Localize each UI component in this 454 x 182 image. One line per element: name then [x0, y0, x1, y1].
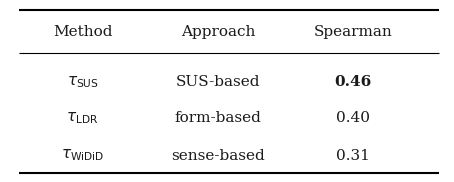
- Text: SUS-based: SUS-based: [176, 75, 260, 89]
- Text: 0.31: 0.31: [336, 149, 370, 163]
- Text: Approach: Approach: [181, 25, 255, 39]
- Text: 0.40: 0.40: [336, 111, 370, 125]
- Text: $\tau_{\mathrm{WiDiD}}$: $\tau_{\mathrm{WiDiD}}$: [61, 148, 104, 163]
- Text: $\tau_{\mathrm{LDR}}$: $\tau_{\mathrm{LDR}}$: [66, 110, 99, 126]
- Text: 0.46: 0.46: [335, 75, 372, 89]
- Text: form-based: form-based: [174, 111, 262, 125]
- Text: sense-based: sense-based: [171, 149, 265, 163]
- Text: $\tau_{\mathrm{SUS}}$: $\tau_{\mathrm{SUS}}$: [67, 74, 99, 90]
- Text: Method: Method: [53, 25, 112, 39]
- Text: Spearman: Spearman: [314, 25, 393, 39]
